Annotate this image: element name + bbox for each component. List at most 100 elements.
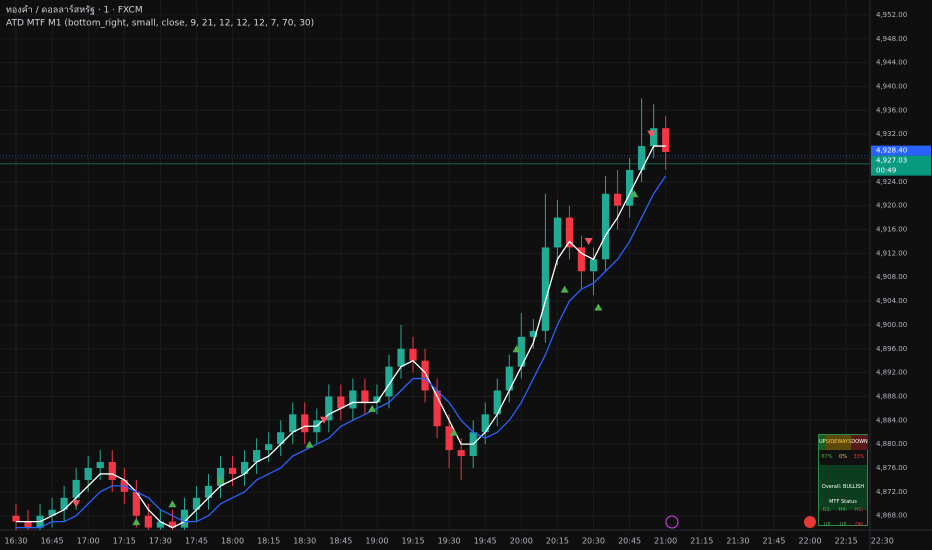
cell: SIDEWAYS: [825, 435, 852, 450]
candle-body: [397, 348, 405, 367]
candle-body: [132, 491, 140, 516]
signal-arrow: [584, 237, 593, 245]
x-tick-label: 22:00: [799, 537, 822, 546]
plot: [0, 0, 870, 530]
candle-body: [180, 509, 189, 528]
candle-body: [253, 450, 261, 463]
signal-arrow: [449, 428, 458, 436]
countdown: 00:49: [876, 167, 896, 175]
x-tick-label: 20:15: [546, 537, 569, 546]
candle-body: [541, 247, 549, 331]
x-tick-label: 19:00: [365, 537, 388, 546]
x-tick-label: 21:30: [726, 537, 749, 546]
signal-arrow: [132, 518, 141, 526]
y-tick-label: 4,880.00: [876, 440, 907, 448]
x-tick-label: 17:45: [185, 537, 208, 546]
candle-body: [265, 444, 273, 451]
cell: DOWN: [851, 435, 868, 450]
y-tick-label: 4,884.00: [876, 416, 907, 424]
x-tick-label: 21:45: [762, 537, 785, 546]
signal-arrow: [168, 500, 177, 508]
cell: Overall: BULLISH: [821, 484, 865, 490]
candle-body: [638, 146, 646, 170]
x-tick-label: 17:00: [77, 537, 100, 546]
x-tick-label: 19:45: [474, 537, 497, 546]
x-tick-label: 17:30: [149, 537, 172, 546]
signal-arrow: [305, 440, 314, 448]
x-tick-label: 18:45: [329, 537, 352, 546]
y-tick-label: 4,944.00: [876, 59, 907, 67]
candle-body: [361, 390, 369, 403]
candle-body: [108, 462, 116, 480]
candle-body: [553, 217, 562, 248]
x-tick-label: 20:30: [582, 537, 605, 546]
candle-body: [626, 169, 634, 206]
y-tick-label: 4,916.00: [876, 226, 907, 234]
y-tick-label: 4,896.00: [876, 345, 907, 353]
candle-body: [650, 128, 658, 147]
signal-arrow: [72, 500, 81, 508]
candle-body: [192, 497, 201, 510]
icon[interactable]: [804, 516, 816, 528]
x-tick-label: 20:45: [618, 537, 641, 546]
y-tick-label: 4,908.00: [876, 273, 907, 281]
cell: H1: DN: [854, 506, 864, 528]
candle-body: [613, 193, 622, 206]
x-tick-label: 18:30: [293, 537, 316, 546]
y-tick-label: 4,932.00: [876, 130, 907, 138]
candle-body: [277, 432, 285, 445]
candle-body: [156, 521, 164, 528]
x-tick-label: 17:15: [113, 537, 136, 546]
indicator-label: ATD MTF M1 (bottom_right, small, close, …: [6, 19, 314, 29]
x-tick-label: 18:00: [221, 537, 244, 546]
cell: 0%: [839, 454, 847, 460]
candle-body: [445, 426, 453, 451]
signal-arrow: [320, 416, 329, 424]
candle-body: [505, 366, 513, 391]
ma-line: [16, 175, 667, 529]
y-tick-label: 4,924.00: [876, 178, 907, 186]
y-tick-label: 4,952.00: [876, 11, 907, 19]
cell: 33%: [853, 454, 865, 460]
candle-body: [433, 390, 441, 427]
candle-body: [349, 390, 357, 409]
candle-body: [589, 259, 598, 272]
candle-body: [301, 414, 309, 433]
candle-body: [96, 462, 104, 468]
candle-body: [228, 467, 237, 474]
candle-body: [204, 485, 213, 498]
candle-body: [240, 462, 249, 474]
candle-body: [409, 348, 417, 361]
candle-body: [24, 521, 32, 528]
candle-body: [529, 330, 537, 337]
y-tick-label: 4,936.00: [876, 106, 907, 114]
signal-arrow: [512, 345, 521, 353]
icon[interactable]: [665, 515, 679, 529]
cell: H4: UP: [838, 506, 848, 528]
y-tick-label: 4,872.00: [876, 488, 907, 496]
candle-body: [662, 128, 670, 153]
candle-body: [72, 479, 80, 498]
candle-body: [421, 360, 429, 391]
candle-body: [144, 515, 152, 528]
y-tick-label: 4,940.00: [876, 82, 907, 90]
y-tick-label: 4,868.00: [876, 512, 907, 520]
signal-arrow: [594, 303, 603, 311]
price-tag-label: 4,927.03: [876, 157, 907, 165]
y-tick-label: 4,900.00: [876, 321, 907, 329]
chart-title: ทองคำ / ดอลลาร์สหรัฐ · 1 · FXCM: [6, 4, 143, 16]
candle-body: [577, 247, 586, 272]
candle-body: [325, 396, 333, 421]
candle-body: [601, 193, 610, 260]
candle-body: [60, 497, 68, 510]
candle-body: [565, 217, 574, 248]
signal-arrow: [630, 190, 639, 198]
y-tick-label: 4,912.00: [876, 249, 907, 257]
candle-body: [373, 396, 381, 403]
signal-arrow: [647, 130, 656, 138]
x-tick-label: 21:00: [654, 537, 677, 546]
x-tick-label: 16:45: [41, 537, 64, 546]
candle-body: [168, 521, 177, 528]
price-tag-label: 4,928.40: [876, 147, 907, 155]
